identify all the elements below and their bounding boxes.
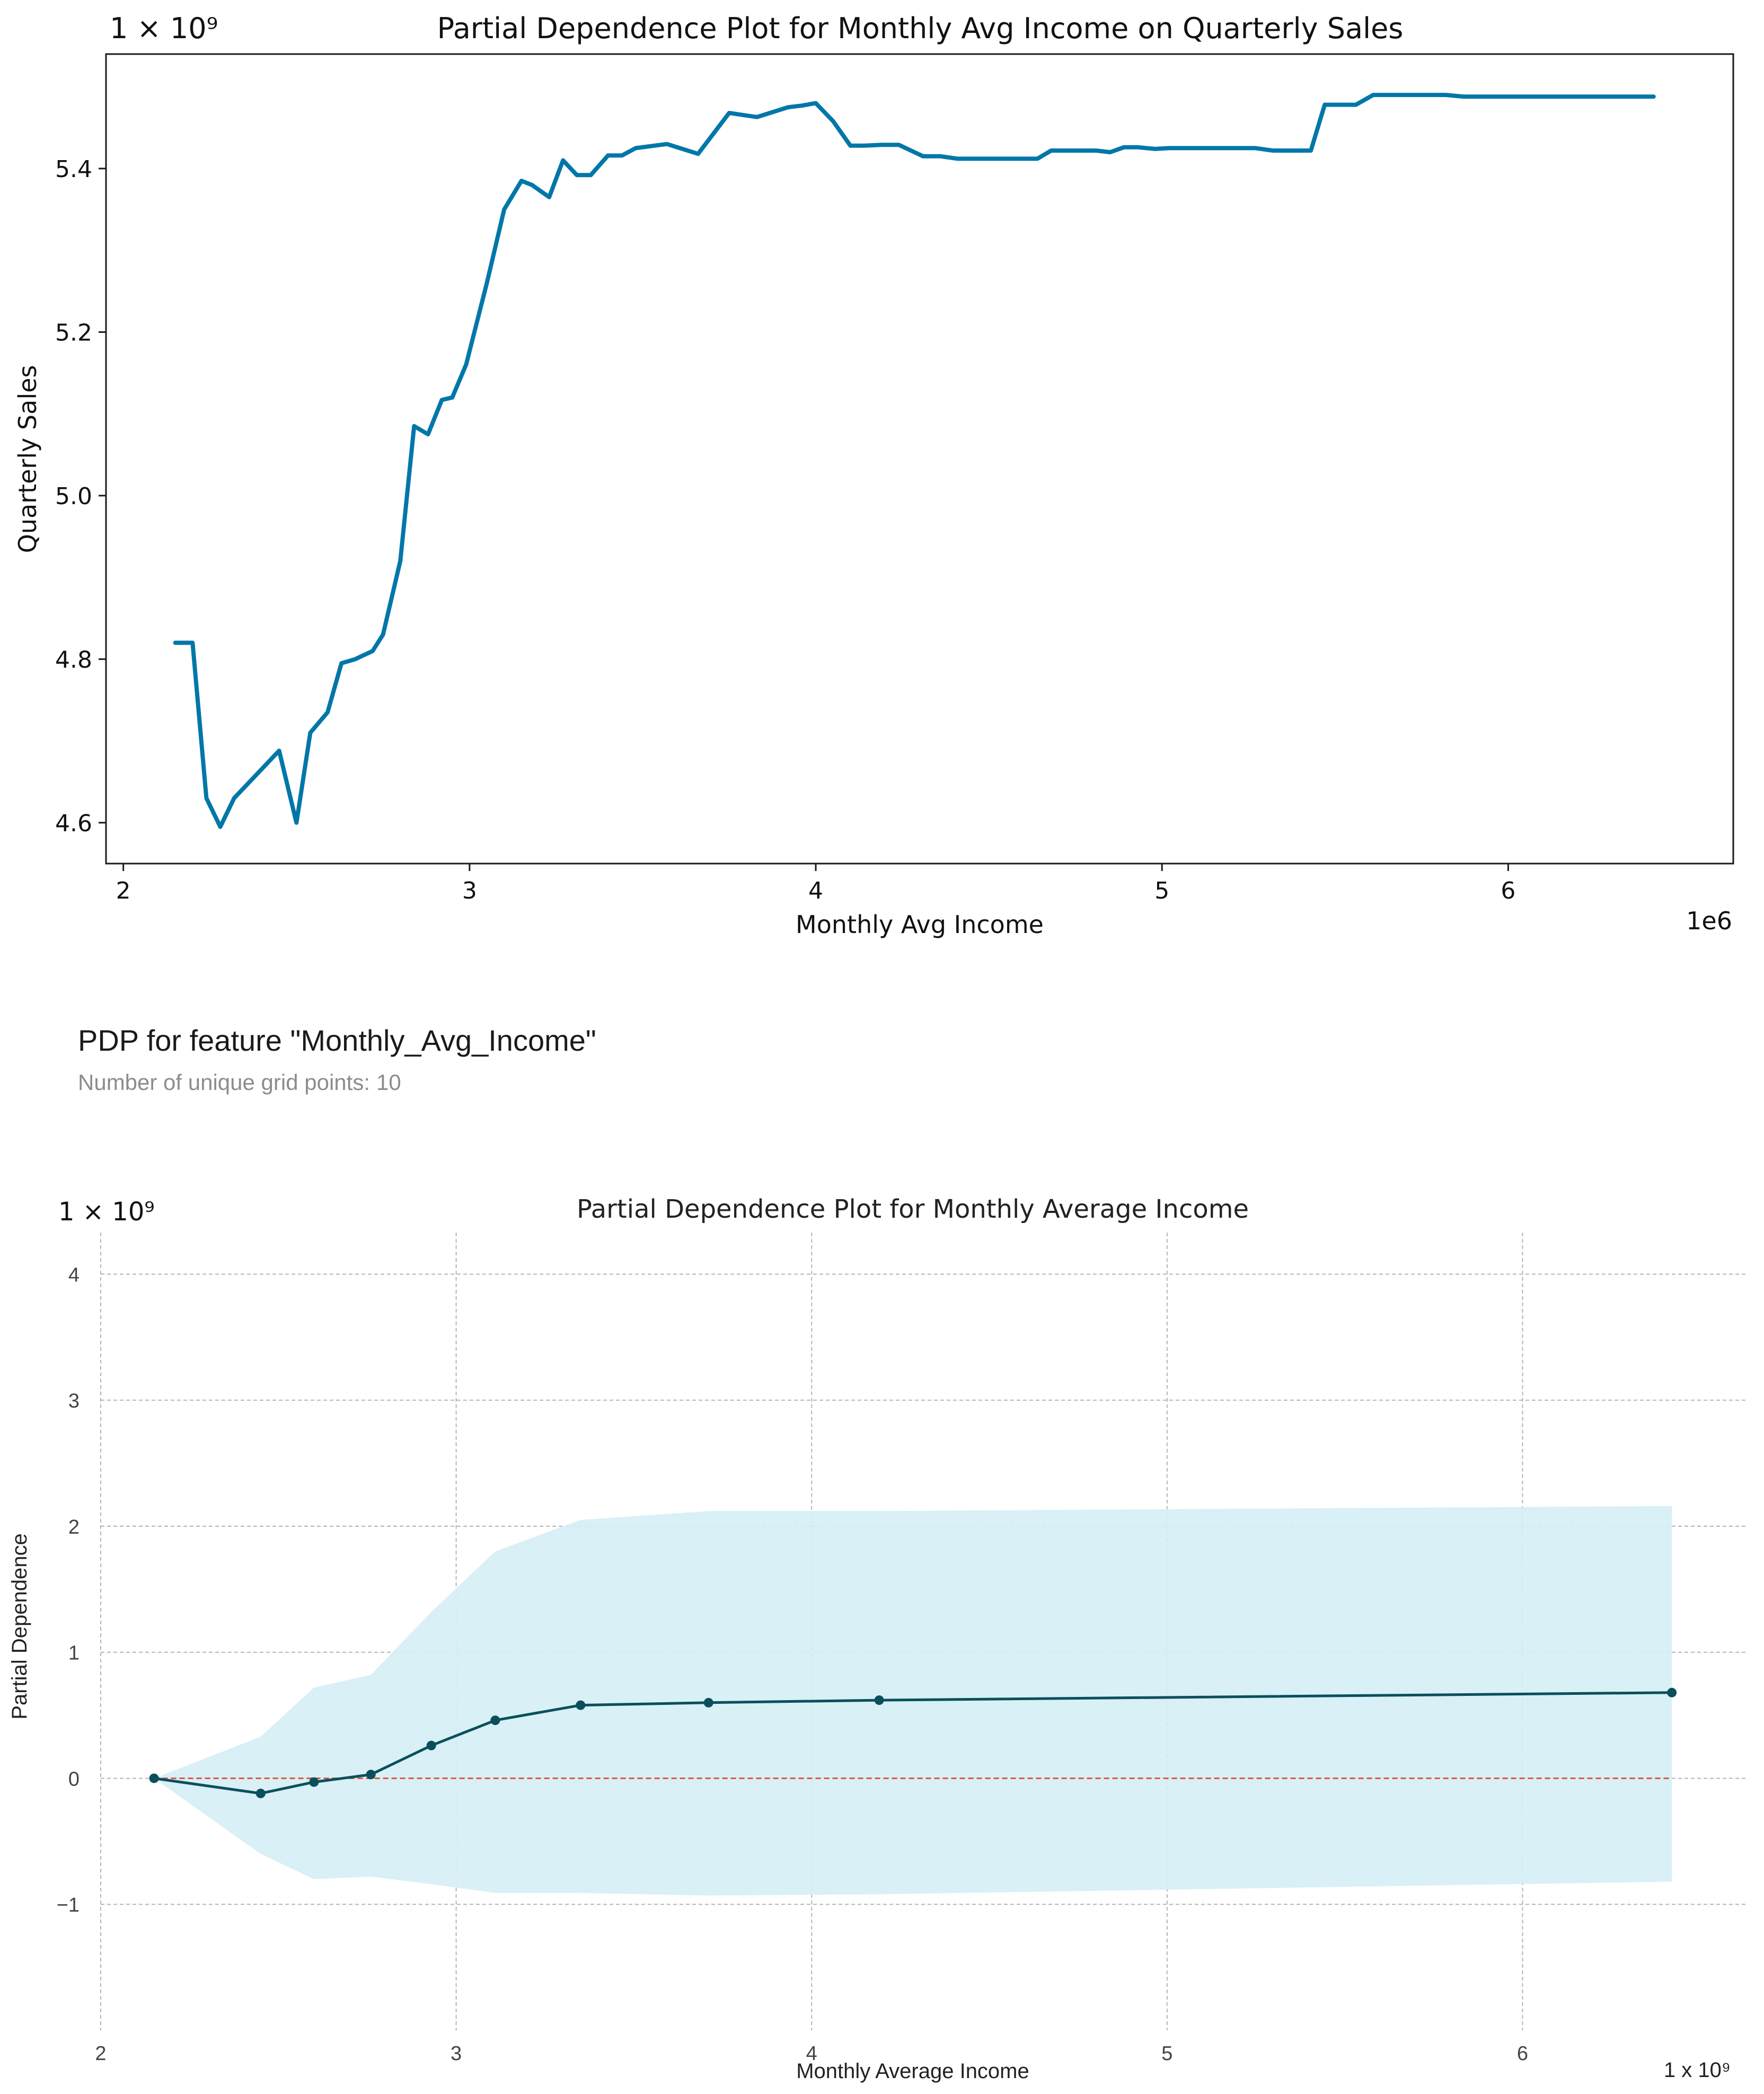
chart1-x-axis-label: Monthly Avg Income bbox=[796, 910, 1044, 939]
chart1-y-tick-label: 4.6 bbox=[55, 810, 92, 837]
chart2-data-point bbox=[149, 1773, 159, 1783]
chart1-y-tick-label: 4.8 bbox=[55, 646, 92, 673]
chart2-data-point bbox=[490, 1715, 500, 1726]
chart2-title: Partial Dependence Plot for Monthly Aver… bbox=[577, 1194, 1249, 1224]
pdp-grid-points-value: 10 bbox=[376, 1070, 401, 1095]
chart1-series bbox=[173, 93, 1656, 829]
chart-quarterly-sales: 1 × 10⁹ Partial Dependence Plot for Mont… bbox=[13, 12, 1734, 939]
chart2-x-axis-label: Monthly Average Income bbox=[796, 2060, 1029, 2083]
chart2-y-tick-label: 2 bbox=[68, 1516, 80, 1538]
pdp-grid-points-label: Number of unique grid points: bbox=[78, 1070, 370, 1095]
chart2-x-ticks: 2 3 4 5 6 bbox=[95, 2043, 1528, 2065]
chart2-y-ticks: −1 0 1 2 3 4 bbox=[57, 1264, 80, 1916]
chart2-points bbox=[149, 1687, 1677, 1799]
chart2-data-point bbox=[1667, 1687, 1677, 1697]
chart2-series bbox=[154, 1691, 1672, 1795]
pdp-feature-title: PDP for feature "Monthly_Avg_Income" bbox=[78, 1024, 596, 1057]
chart2-x-tick-label: 4 bbox=[806, 2043, 817, 2065]
chart1-plot-frame bbox=[105, 53, 1734, 865]
chart2-y-tick-label: 4 bbox=[68, 1264, 80, 1286]
chart1-y-tick-label: 5.0 bbox=[55, 483, 92, 510]
pdp-grid-points-text: Number of unique grid points: 10 bbox=[78, 1070, 401, 1095]
chart2-data-point bbox=[426, 1740, 436, 1750]
chart2-x-tick-label: 6 bbox=[1517, 2043, 1528, 2065]
chart2-data-point bbox=[309, 1777, 319, 1787]
chart2-data-point bbox=[874, 1695, 884, 1705]
chart1-y-tick-label: 5.4 bbox=[55, 156, 92, 183]
chart2-y-tick-label: 3 bbox=[68, 1390, 80, 1412]
chart2-x-tick-label: 2 bbox=[95, 2043, 106, 2065]
chart1-x-tick-label: 3 bbox=[462, 877, 477, 904]
chart2-x-tick-label: 3 bbox=[451, 2043, 462, 2065]
chart1-y-tick-label: 5.2 bbox=[55, 319, 92, 346]
chart2-x-offset-label: 1 x 10⁹ bbox=[1664, 2058, 1731, 2082]
chart2-x-tick-label: 5 bbox=[1161, 2043, 1172, 2065]
chart-partial-dependence: 1 × 10⁹ Partial Dependence Plot for Mont… bbox=[8, 1194, 1747, 2083]
chart1-x-tick-label: 2 bbox=[116, 877, 131, 904]
chart1-x-tick-label: 4 bbox=[808, 877, 823, 904]
chart2-y-tick-label: 0 bbox=[68, 1768, 80, 1790]
chart2-series-line bbox=[154, 1691, 1672, 1795]
chart1-x-offset-label: 1e6 bbox=[1686, 907, 1732, 935]
chart1-y-ticks: 4.6 4.8 5.0 5.2 5.4 bbox=[55, 156, 106, 837]
chart2-scale-label: 1 × 10⁹ bbox=[58, 1197, 155, 1227]
chart1-title: Partial Dependence Plot for Monthly Avg … bbox=[437, 12, 1404, 45]
chart2-y-tick-label: 1 bbox=[68, 1642, 80, 1665]
chart2-y-tick-label: −1 bbox=[57, 1894, 80, 1916]
chart2-data-point bbox=[255, 1789, 266, 1799]
chart2-data-point bbox=[366, 1770, 376, 1780]
chart1-x-ticks: 2 3 4 5 6 bbox=[116, 864, 1515, 904]
chart1-scale-label: 1 × 10⁹ bbox=[110, 12, 218, 45]
chart2-y-axis-label: Partial Dependence bbox=[8, 1533, 31, 1719]
chart1-y-axis-label: Quarterly Sales bbox=[13, 365, 42, 553]
chart1-series-line bbox=[173, 93, 1656, 829]
chart1-x-tick-label: 5 bbox=[1154, 877, 1169, 904]
chart2-data-point bbox=[703, 1697, 713, 1708]
chart1-x-tick-label: 6 bbox=[1501, 877, 1515, 904]
chart2-data-point bbox=[576, 1700, 586, 1710]
